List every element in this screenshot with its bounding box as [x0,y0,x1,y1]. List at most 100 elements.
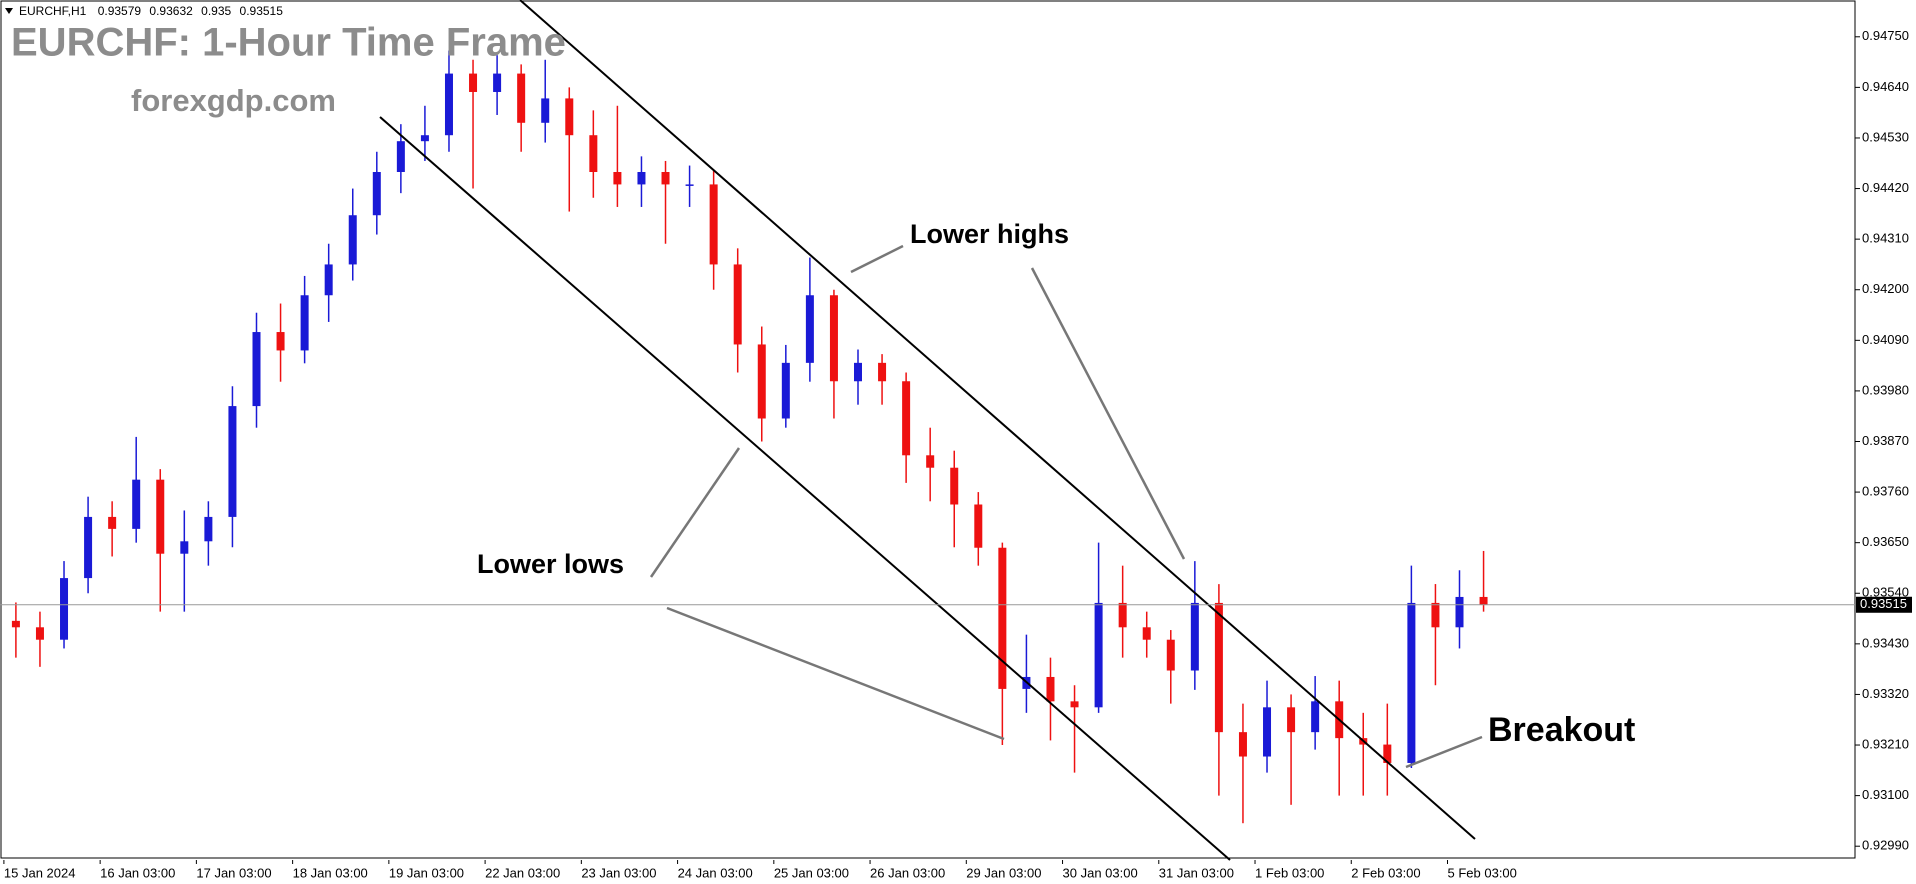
x-tick-label: 24 Jan 03:00 [678,865,753,880]
pointer-line [1030,267,1186,560]
y-tick-label: 0.94310 [1862,231,1909,246]
candle-body [1214,602,1223,733]
pointer-line [649,447,741,578]
candle-body [493,73,502,92]
x-tick-label: 17 Jan 03:00 [196,865,271,880]
candle-body [1190,602,1199,671]
pointer-line [666,606,1005,741]
y-tick-label: 0.94090 [1862,332,1909,347]
y-tick-label: 0.93650 [1862,534,1909,549]
candle-body [35,627,44,640]
candle-body [132,479,141,529]
y-tick-label: 0.93760 [1862,484,1909,499]
candle-body [108,516,117,529]
candle-body [1142,627,1151,640]
candle-body [1046,676,1055,702]
y-tick-label: 0.94750 [1862,28,1909,43]
x-tick-label: 5 Feb 03:00 [1448,865,1517,880]
candle-body [1431,602,1440,628]
candle-body [469,73,478,92]
candle-body [204,516,213,542]
candle-body [998,547,1007,689]
x-tick-label: 1 Feb 03:00 [1255,865,1324,880]
candle-body [300,295,309,351]
x-tick-label: 16 Jan 03:00 [100,865,175,880]
x-tick-label: 26 Jan 03:00 [870,865,945,880]
candle-body [1118,602,1127,628]
candle-body [1383,744,1392,763]
chart-title: EURCHF: 1-Hour Time Frame [11,21,566,65]
channel-lower-line [379,116,1231,861]
ohlc-value: 0.93579 [98,4,142,18]
x-tick-label: 25 Jan 03:00 [774,865,849,880]
candle-body [1479,596,1488,605]
candle-body [854,362,862,382]
candle-body [1166,639,1175,671]
candle-body [276,332,285,351]
candle-body [1263,707,1272,757]
candle-body [1094,602,1103,708]
ohlc-value: 0.93515 [240,4,284,18]
chart-subtitle: forexgdp.com [131,83,336,118]
current-price-box [1856,596,1912,613]
y-tick-label: 0.93430 [1862,635,1909,650]
x-tick-label: 30 Jan 03:00 [1063,865,1138,880]
candle-body [60,578,69,640]
candle-body [926,455,935,468]
candle-body [757,344,766,419]
pointer-line [1405,735,1483,769]
candle-body [1455,596,1464,628]
menu-arrow [5,8,13,14]
candle-body [228,406,237,517]
annotation: Lower lows [477,549,624,579]
candle-body [1238,732,1247,757]
candle-body [950,467,959,505]
candle-body [685,184,694,186]
x-tick-label: 31 Jan 03:00 [1159,865,1234,880]
y-tick-label: 0.94200 [1862,281,1909,296]
y-tick-label: 0.94530 [1862,129,1909,144]
plot-frame [0,0,1856,859]
y-tick-label: 0.93320 [1862,686,1909,701]
candle-body [180,541,189,554]
candle-body [1311,701,1320,733]
candle-body [637,172,646,185]
x-tick-label: 2 Feb 03:00 [1351,865,1420,880]
x-tick-label: 18 Jan 03:00 [293,865,368,880]
y-tick-label: 0.93540 [1862,585,1909,600]
annotation: Breakout [1488,711,1635,749]
candle-body [709,184,718,265]
x-tick-label: 19 Jan 03:00 [389,865,464,880]
ohlc-value: 0.93632 [149,4,193,18]
candle-body [517,73,526,123]
current-price-label: 0.93515 [1860,596,1907,611]
symbol-info: EURCHF,H1 0.93579 0.93632 0.935 0.93515 [19,4,283,18]
ohlc-value: 0.935 [201,4,231,18]
candle-body [1407,602,1416,763]
candle-body [661,172,670,185]
candle-body [396,141,405,172]
candle-body [372,172,381,216]
candle-body [1070,701,1079,708]
candle-body [84,516,93,579]
candle-body [541,98,550,123]
candle-body [324,264,333,296]
candle-body [781,362,790,419]
candle-body [589,135,598,172]
annotation: Lower highs [910,219,1069,249]
candle-body [974,504,983,548]
candle-body [902,381,911,456]
candle-body [156,479,165,554]
x-tick-label: 29 Jan 03:00 [966,865,1041,880]
y-tick-label: 0.93870 [1862,433,1909,448]
x-tick-label: 23 Jan 03:00 [581,865,656,880]
channel-upper-line [519,0,1476,840]
symbol: EURCHF,H1 [19,4,87,18]
y-tick-label: 0.92990 [1862,838,1909,853]
candle-body [1287,707,1296,733]
y-tick-label: 0.93100 [1862,787,1909,802]
candle-body [733,264,742,345]
candle-body [613,172,622,185]
candles [11,50,1488,824]
